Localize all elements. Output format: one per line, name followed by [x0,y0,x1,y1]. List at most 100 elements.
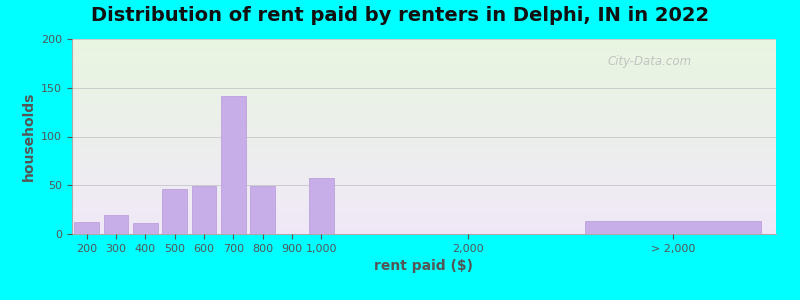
Bar [72,131,776,132]
Bar [72,78,776,79]
Bar [72,55,776,56]
Bar [309,178,334,234]
Bar [72,139,776,140]
Bar [72,91,776,92]
Bar [72,77,776,78]
Bar [72,70,776,71]
Bar [72,224,776,225]
Bar [72,52,776,53]
Bar [72,113,776,114]
Bar [72,92,776,93]
Bar [72,180,776,181]
Bar [72,222,776,223]
Bar [72,65,776,66]
Bar [72,108,776,109]
Bar [72,122,776,123]
Bar [103,215,129,234]
Bar [72,207,776,208]
Bar [72,125,776,126]
Bar [72,101,776,102]
Bar [72,193,776,194]
Bar [72,64,776,65]
Bar [72,205,776,206]
Bar [72,129,776,130]
Bar [72,140,776,141]
Bar [72,133,776,134]
Bar [72,134,776,136]
Bar [72,156,776,157]
Bar [72,164,776,165]
Bar [72,168,776,169]
Bar [72,163,776,164]
Bar [72,120,776,121]
Bar [72,59,776,60]
Bar [72,199,776,200]
Bar [72,178,776,179]
Bar [72,151,776,152]
Bar [72,126,776,127]
Bar [72,226,776,227]
Bar [72,97,776,98]
Bar [72,162,776,163]
Bar [72,201,776,202]
Bar [72,98,776,100]
Bar [72,40,776,41]
Bar [72,228,776,229]
Bar [72,204,776,205]
Bar [72,82,776,83]
Bar [72,191,776,192]
Bar [72,206,776,207]
Bar [72,105,776,106]
Bar [72,114,776,115]
Bar [72,137,776,138]
Bar [191,186,217,234]
Bar [72,211,776,212]
Bar [72,214,776,215]
Bar [72,93,776,94]
Bar [72,119,776,120]
Bar [72,150,776,151]
Bar [72,121,776,122]
Bar [72,203,776,204]
Bar [74,222,99,234]
Bar [72,88,776,89]
Bar [72,196,776,197]
Bar [72,183,776,184]
Bar [72,159,776,160]
Bar [72,188,776,189]
Bar [72,165,776,166]
Bar [72,142,776,143]
Bar [72,86,776,87]
Bar [72,144,776,145]
Bar [72,170,776,171]
Bar [72,49,776,50]
Bar [586,221,762,234]
Bar [72,69,776,70]
Bar [72,43,776,44]
Bar [72,62,776,63]
Bar [72,67,776,68]
Bar [72,184,776,185]
Bar [72,194,776,195]
Y-axis label: households: households [22,92,35,181]
Bar [72,136,776,137]
Bar [72,179,776,180]
Bar [72,171,776,172]
Bar [72,54,776,55]
Bar [72,118,776,119]
Bar [72,181,776,182]
Bar [72,111,776,112]
Bar [72,219,776,220]
Bar [250,186,275,234]
Bar [72,186,776,187]
Bar [72,218,776,219]
Bar [72,166,776,167]
Bar [72,223,776,224]
Bar [72,143,776,144]
Bar [72,197,776,198]
Bar [72,160,776,161]
Bar [72,175,776,176]
Bar [72,220,776,221]
Bar [72,212,776,214]
Bar [72,66,776,67]
